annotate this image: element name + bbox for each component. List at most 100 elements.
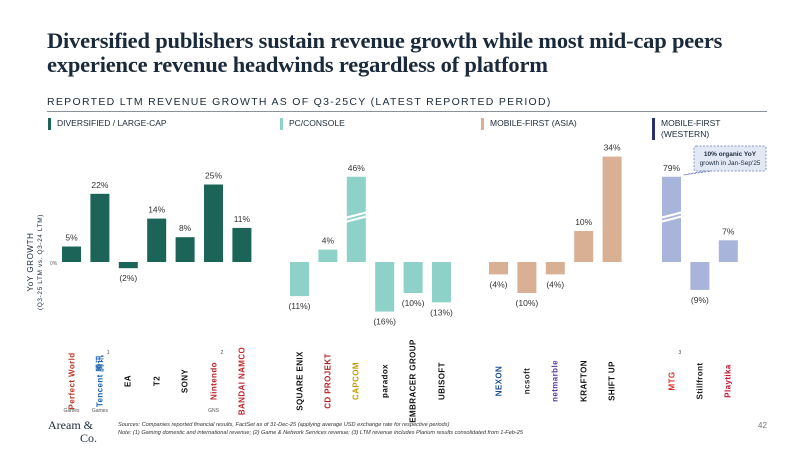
chart-subtitle: REPORTED LTM REVENUE GROWTH AS OF Q3-25C… [47,96,552,108]
baseline-marker: 0% [50,261,58,267]
data-label: (10%) [402,298,425,308]
bar-ubisoft [432,262,451,303]
brand-subtext: Games [63,408,80,414]
data-label: 25% [205,171,222,181]
data-label: 10% [575,217,592,227]
brand-ea: EA [118,350,138,412]
brand-shift-up: SHIFT UP [602,350,622,412]
brand-subtext: GNS [208,408,219,414]
brand-stillfront: Stillfront [690,350,710,412]
data-label: 4% [322,236,335,246]
legend-swatch [652,118,655,140]
data-label: 34% [604,143,621,153]
axis-break-mark [344,211,369,220]
legend-swatch [481,118,484,130]
legend-label: MOBILE-FIRST (ASIA) [490,118,577,128]
brand-name: Stillfront [695,362,705,400]
brand-name: CD PROJEKT [323,353,333,409]
brand-name: Perfect World [67,352,76,410]
brand-name: KRAFTON [579,360,589,402]
legend-item-pc-console: PC/CONSOLE [280,118,345,130]
brand-nintendo: Nintendo GNS 2 [204,350,224,414]
bar-nexon [489,262,508,275]
brand-ubisoft: UBISOFT [432,350,452,412]
brand-name: MTG [667,371,676,391]
bar-take-two [147,218,167,262]
data-label: 14% [148,205,165,215]
logo-line-2: Co. [80,431,98,445]
data-label: 11% [234,214,251,224]
brand-name: Tencent 腾讯 [95,354,105,408]
bar-ncsoft [517,262,537,293]
bar-playtika [718,240,738,262]
bar-square-enix [290,262,309,297]
page-title: Diversified publishers sustain revenue g… [47,28,723,77]
brand-sony: SONY [175,350,195,412]
data-label: (16%) [373,317,396,327]
bar-perfect-world-gaming [62,246,81,262]
brand-name: BANDAI NAMCO [237,346,247,416]
brand-tencent-games: Tencent 腾讯 Games 1 [90,350,110,414]
brand-name: CAPCOM [351,362,361,400]
bar-sony [175,237,195,262]
annotation-text-bold: 10% organic YoY [704,151,757,158]
brand-name: EMBRACER GROUP [408,339,418,423]
legend-item-mobile-asia: MOBILE-FIRST (ASIA) [481,118,577,130]
brand-name: ncsoft [522,367,532,395]
brand-name: SHIFT UP [607,361,617,401]
logo-line-1: Aream & [48,418,93,432]
bar-krafton [574,231,594,262]
brand-name: netmarble [550,360,560,402]
aream-logo: Aream & Co. [48,419,97,445]
bar-netmarble [545,262,565,275]
legend-swatch [48,118,51,130]
bar-ea [118,262,138,269]
brand-name: UBISOFT [437,362,446,400]
brand-playtika: Playtika [718,350,738,412]
brand-netmarble: netmarble [545,350,565,412]
data-label: 7% [722,226,735,236]
bar-bandai-namco [232,227,252,262]
axis-break-mark [659,211,684,220]
bar-stillfront [690,262,710,290]
legend-item-diversified: DIVERSIFIED / LARGE-CAP [48,118,167,130]
brand-square-enix: SQUARE ENIX [290,350,310,412]
legend-item-mobile-western: MOBILE-FIRST (WESTERN) [652,118,762,140]
data-label: (11%) [288,301,310,311]
subtitle-divider [47,111,767,112]
data-label: (2%) [119,273,137,283]
bar-nintendo [204,184,223,262]
footnote-marker: 1 [106,350,110,356]
brand-take-two: T2 [147,350,167,412]
axis-break-mark [659,215,684,224]
brand-subtext: Games [91,408,108,414]
bar-tencent-games [90,193,110,262]
bar-embracer-group [403,262,423,293]
data-label: 5% [65,233,78,243]
brand-nexon: NEXON [489,350,509,412]
annotation-text: growth in Jan-Sep'25 [700,160,761,167]
brand-name: SQUARE ENIX [295,351,304,411]
footnotes: Sources: Companies reported financial re… [118,421,523,437]
brand-mtg: MTG 3 [662,350,682,412]
data-label: (13%) [430,307,453,317]
brand-bandai-namco: BANDAI NAMCO [232,346,252,416]
footnote-notes: Note: (1) Gaming domestic and internatio… [118,430,524,436]
bar-shift-up [602,156,622,262]
data-label: (10%) [516,298,539,308]
data-label: 8% [179,223,192,233]
brand-name: paradox [380,364,390,398]
brand-name: Playtika [723,364,733,398]
data-label: (9%) [691,295,709,305]
data-label: (4%) [546,279,564,289]
brand-name: Nintendo [209,362,218,400]
data-label: 46% [348,163,365,173]
brand-name: T2 [152,375,162,387]
legend-label: MOBILE-FIRST (WESTERN) [661,118,721,139]
footnote-sources: Sources: Companies reported financial re… [118,422,450,428]
footnote-marker: 3 [678,350,682,356]
brand-ncsoft: ncsoft [517,350,537,412]
data-label: (4%) [490,279,508,289]
page-number: 42 [758,421,767,430]
